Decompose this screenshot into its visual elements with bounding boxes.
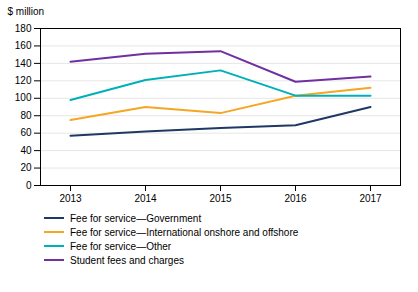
svg-text:2016: 2016 [284, 193, 307, 204]
svg-text:2017: 2017 [359, 193, 382, 204]
svg-text:80: 80 [20, 110, 32, 121]
svg-text:180: 180 [15, 23, 32, 34]
svg-text:2013: 2013 [59, 193, 82, 204]
svg-text:2014: 2014 [134, 193, 157, 204]
svg-text:100: 100 [15, 92, 32, 103]
html-text:Fee for service—Other: Fee for service—Other [70, 240, 172, 252]
svg-text:$ million: $ million [8, 6, 45, 17]
svg-text:40: 40 [20, 145, 32, 156]
html-text:Student fees and charges: Student fees and charges [70, 254, 184, 266]
svg-text:2015: 2015 [209, 193, 232, 204]
html-text:Fee for service—International: Fee for service—International onshore an… [70, 226, 299, 238]
svg-text:0: 0 [26, 180, 32, 191]
svg-text:20: 20 [20, 162, 32, 173]
svg-text:160: 160 [15, 40, 32, 51]
svg-text:60: 60 [20, 127, 32, 138]
html-text:Fee for service—Government: Fee for service—Government [70, 212, 202, 224]
svg-text:120: 120 [15, 75, 32, 86]
svg-text:140: 140 [15, 58, 32, 69]
